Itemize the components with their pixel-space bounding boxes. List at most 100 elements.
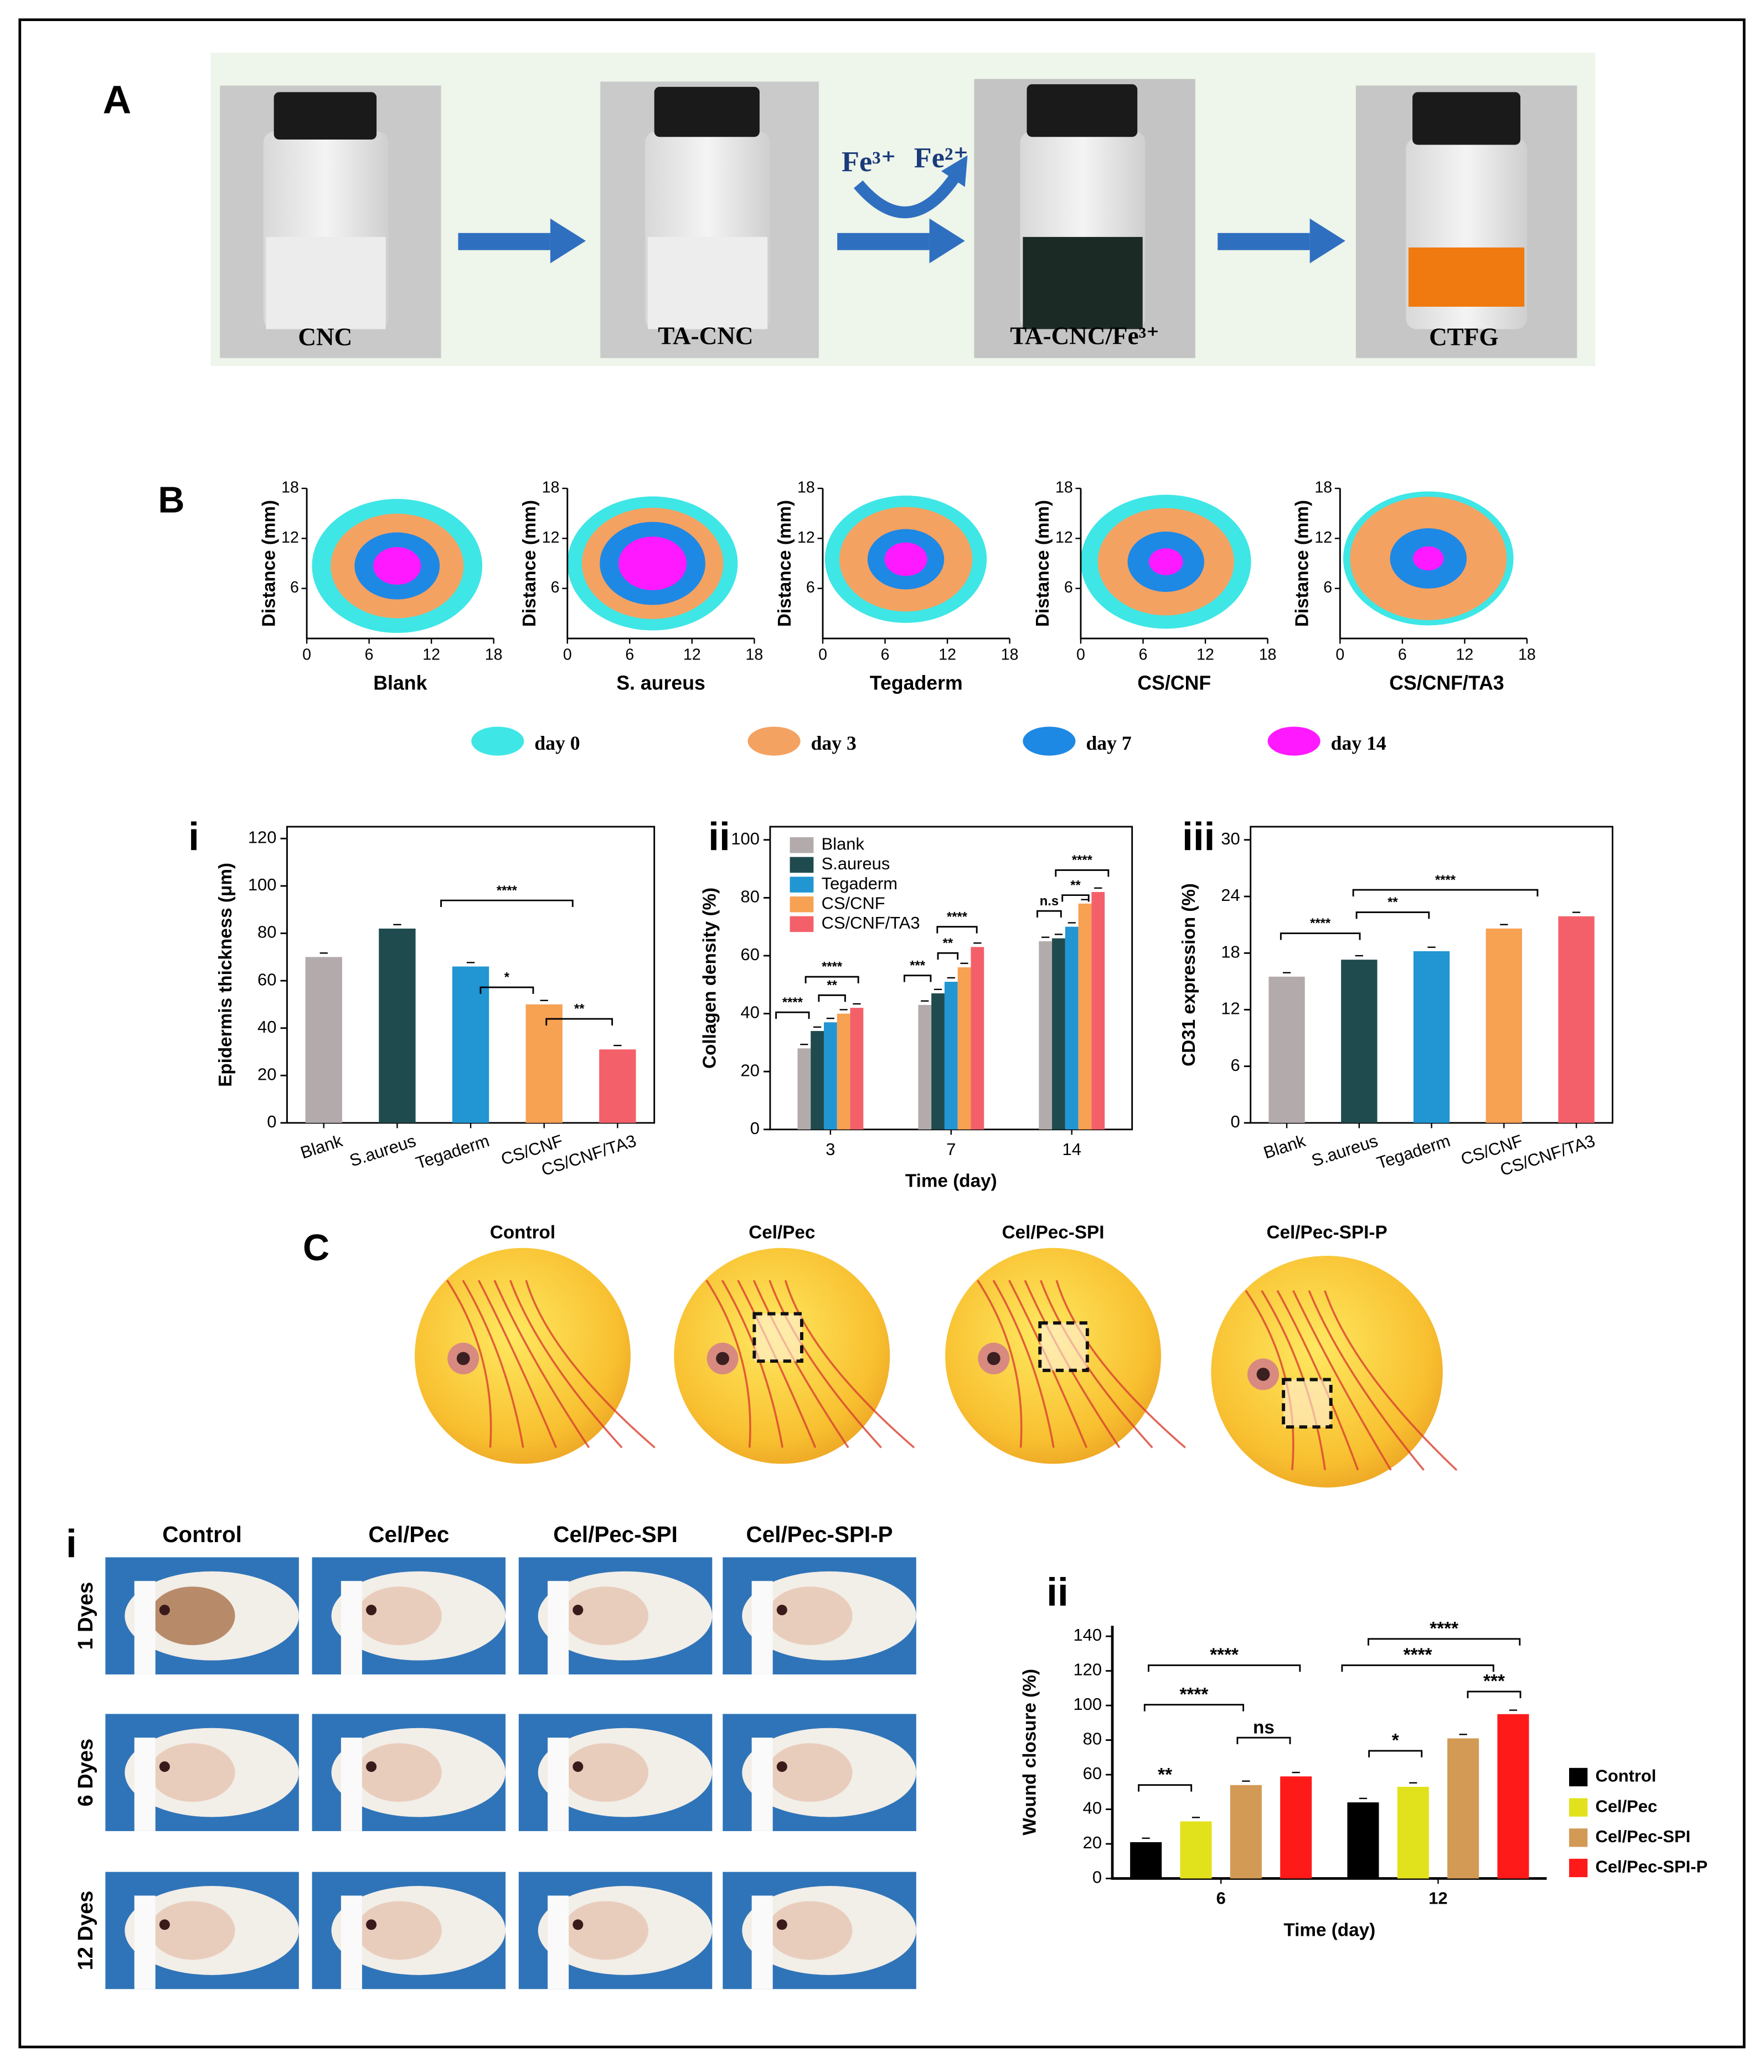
bar bbox=[971, 947, 984, 1130]
legend-label: Tegaderm bbox=[822, 874, 898, 893]
bar bbox=[1558, 916, 1595, 1123]
significance-label: **** bbox=[497, 883, 518, 898]
bar bbox=[1280, 1776, 1312, 1879]
ear-tag bbox=[776, 1919, 787, 1930]
legend-label: Cel/Pec-SPI-P bbox=[1596, 1857, 1708, 1877]
bar bbox=[599, 1049, 636, 1123]
x-tick-label: 6 bbox=[1139, 646, 1148, 663]
significance-bracket bbox=[479, 986, 534, 994]
row-label: 6 Dyes bbox=[74, 1739, 97, 1807]
arrow bbox=[458, 155, 1345, 264]
vessel bbox=[493, 1280, 590, 1449]
y-tick-label: 12 bbox=[1314, 529, 1332, 547]
panel-d: Control Cel/Pec Cel/Pec-SPI Cel/Pec-SPI-P 1 … bbox=[74, 1522, 916, 1989]
ruler bbox=[341, 1738, 362, 1831]
bar bbox=[1078, 903, 1092, 1130]
ear-tag bbox=[159, 1919, 170, 1930]
bar bbox=[1268, 976, 1305, 1123]
significance-label: **** bbox=[947, 909, 968, 924]
y-axis-label: Epidermis thickness (μm) bbox=[215, 863, 236, 1087]
sample-label: TA-CNC bbox=[658, 322, 753, 349]
bar bbox=[1052, 938, 1065, 1130]
y-tick-label: 140 bbox=[1073, 1625, 1102, 1645]
significance-label: **** bbox=[1430, 1619, 1458, 1639]
figure-border bbox=[18, 18, 1746, 2049]
wound-area bbox=[149, 1743, 235, 1802]
bar bbox=[797, 1048, 811, 1130]
significance-bracket bbox=[1467, 1690, 1521, 1698]
axis-label: Distance (mm) bbox=[775, 500, 795, 627]
vial-photo bbox=[600, 81, 819, 358]
y-tick-label: 6 bbox=[1323, 579, 1332, 596]
ruler bbox=[548, 1895, 569, 1989]
significance-label: **** bbox=[1210, 1645, 1239, 1666]
bar bbox=[379, 929, 416, 1123]
y-axis-label: Wound closure (%) bbox=[1019, 1669, 1040, 1836]
y-tick-label: 12 bbox=[281, 529, 299, 547]
sample-label: CTFG bbox=[1429, 323, 1498, 351]
vial-photo bbox=[1355, 85, 1577, 358]
ruler bbox=[341, 1581, 362, 1675]
contour-region bbox=[373, 547, 421, 585]
eye bbox=[1256, 1368, 1270, 1381]
ear-tag bbox=[572, 1919, 584, 1930]
plot-label: Tegaderm bbox=[870, 672, 963, 694]
legend-swatch bbox=[471, 726, 524, 756]
vessel bbox=[477, 1280, 558, 1449]
column-header: Cel/Pec-SPI-P bbox=[746, 1522, 893, 1547]
significance-bracket bbox=[1368, 1638, 1521, 1646]
vessel bbox=[1055, 1280, 1186, 1449]
vessel bbox=[784, 1280, 915, 1449]
legend-swatch bbox=[1569, 1858, 1588, 1878]
vessel bbox=[1245, 1290, 1294, 1471]
contour-region bbox=[1413, 546, 1444, 571]
x-tick-label: 0 bbox=[1076, 646, 1085, 663]
significance-bracket bbox=[1138, 1784, 1193, 1792]
y-tick-label: 20 bbox=[257, 1064, 276, 1084]
x-tick-label: Tegaderm bbox=[1374, 1131, 1452, 1173]
y-tick-label: 100 bbox=[731, 829, 760, 848]
legend-swatch bbox=[790, 837, 814, 853]
legend-label: day 3 bbox=[811, 732, 857, 754]
significance-bracket bbox=[1143, 1704, 1245, 1712]
x-tick-label: 12 bbox=[1196, 646, 1214, 663]
legend-swatch bbox=[790, 877, 814, 893]
bar bbox=[1341, 960, 1378, 1123]
wound-area bbox=[767, 1586, 853, 1646]
sample-label: CNC bbox=[298, 323, 352, 351]
legend-label: day 14 bbox=[1331, 732, 1386, 754]
y-tick-label: 20 bbox=[741, 1060, 760, 1080]
x-tick-label: 12 bbox=[1456, 646, 1474, 663]
panel-label: i bbox=[66, 1522, 77, 1566]
sample-label: Cel/Pec-SPI bbox=[1002, 1222, 1105, 1243]
vessel bbox=[446, 1280, 492, 1448]
legend-label: Cel/Pec bbox=[1596, 1796, 1658, 1816]
x-tick-label: 18 bbox=[1259, 646, 1277, 663]
y-tick-label: 40 bbox=[741, 1003, 760, 1022]
x-tick-label: 12 bbox=[422, 646, 440, 663]
vessel bbox=[768, 1280, 882, 1449]
legend-label: Cel/Pec-SPI bbox=[1596, 1827, 1691, 1846]
x-tick-label: 12 bbox=[1428, 1889, 1447, 1908]
ear-tag bbox=[159, 1761, 170, 1772]
bar bbox=[823, 1022, 837, 1130]
ruler bbox=[134, 1581, 156, 1675]
ruler bbox=[548, 1581, 569, 1675]
x-tick-label: 18 bbox=[1518, 646, 1536, 663]
x-axis-label: Time (day) bbox=[1283, 1920, 1375, 1940]
axis-line bbox=[1111, 1626, 1547, 1880]
wound-area bbox=[356, 1901, 442, 1960]
y-tick-label: 6 bbox=[1064, 579, 1073, 596]
x-tick-label: 7 bbox=[946, 1140, 956, 1159]
x-tick-label: 14 bbox=[1062, 1140, 1081, 1159]
x-tick-label: 12 bbox=[938, 646, 956, 663]
legend-swatch bbox=[747, 726, 801, 756]
y-tick-label: 30 bbox=[1221, 829, 1240, 848]
y-tick-label: 80 bbox=[741, 887, 760, 906]
significance-label: ** bbox=[943, 936, 953, 951]
x-tick-label: 3 bbox=[826, 1140, 835, 1159]
panel-label: A bbox=[103, 78, 131, 122]
y-tick-label: 18 bbox=[1221, 942, 1240, 961]
bar bbox=[1497, 1714, 1529, 1879]
